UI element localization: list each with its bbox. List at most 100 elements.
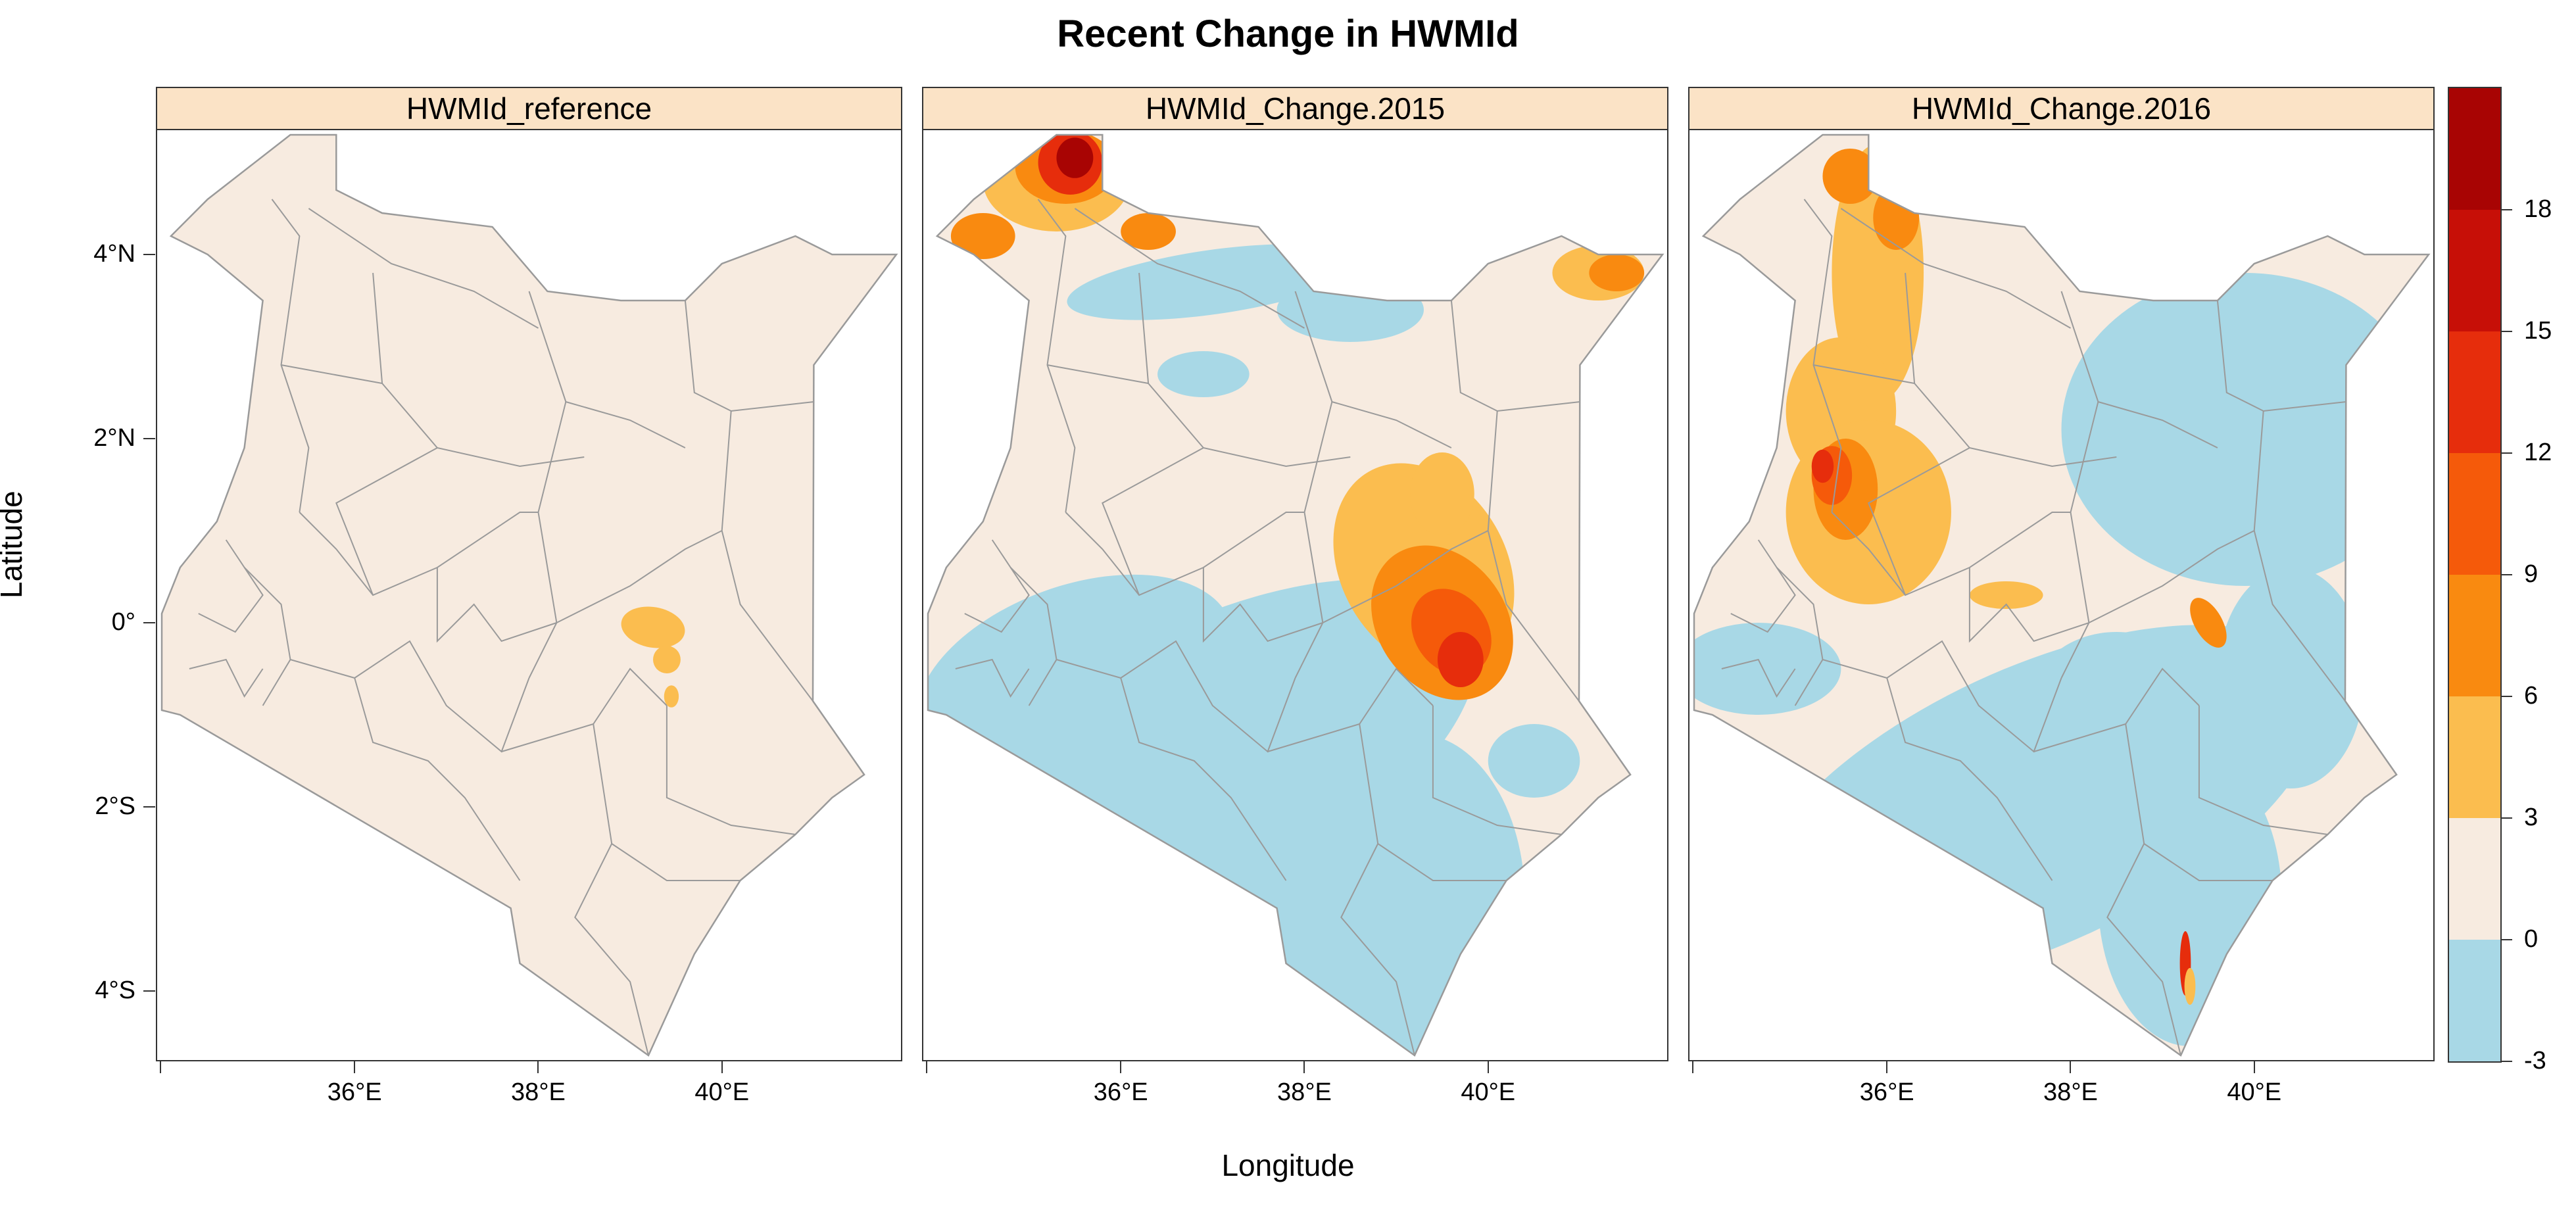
- county-boundary: [2106, 843, 2181, 1056]
- county-boundary: [1102, 447, 1204, 596]
- legend-tick: [2500, 452, 2512, 454]
- legend-swatch: [2449, 940, 2500, 1061]
- county-boundary: [189, 658, 264, 698]
- map-plot: [1688, 129, 2435, 1061]
- x-tick-label: 38°E: [1277, 1078, 1332, 1106]
- x-tick: [2070, 1061, 2072, 1073]
- county-boundary: [1065, 512, 1305, 596]
- county-boundary: [721, 410, 814, 702]
- value-region: [1276, 278, 1424, 342]
- figure-title: Recent Change in HWMId: [1057, 12, 1519, 55]
- country-outline: [1693, 133, 2431, 1057]
- x-axis-label: Longitude: [1221, 1148, 1355, 1182]
- y-tick: [143, 622, 155, 623]
- county-boundary: [1074, 208, 1305, 329]
- kenya-map: [927, 133, 1665, 1057]
- legend-tick: [2500, 817, 2512, 819]
- county-boundary: [593, 723, 741, 881]
- county-boundary: [2033, 667, 2200, 752]
- county-boundary: [2060, 291, 2218, 448]
- county-boundary: [1822, 640, 2062, 753]
- county-boundary: [955, 658, 1030, 698]
- legend-label: 0: [2524, 925, 2539, 953]
- map-plot: [156, 129, 902, 1061]
- legend-tick: [2500, 1061, 2512, 1062]
- county-boundary: [2125, 723, 2273, 881]
- x-tick-label: 38°E: [2043, 1078, 2098, 1106]
- county-boundary: [1730, 539, 1796, 633]
- legend-swatch: [2449, 696, 2500, 818]
- country-fill: [162, 135, 896, 1055]
- value-region: [1410, 452, 1474, 535]
- y-tick: [143, 438, 155, 439]
- county-boundary: [1138, 272, 1351, 468]
- x-tick-label: 36°E: [327, 1078, 382, 1106]
- value-region: [2217, 568, 2365, 788]
- county-boundary: [1294, 401, 1333, 679]
- county-boundary: [1322, 530, 1489, 623]
- x-tick: [1886, 1061, 1888, 1073]
- value-region: [1969, 581, 2043, 609]
- county-boundary: [1047, 364, 1149, 384]
- county-boundary: [2060, 401, 2099, 679]
- legend-tick: [2500, 331, 2512, 332]
- county-boundary: [684, 300, 814, 412]
- x-tick: [926, 1061, 927, 1073]
- county-boundary: [198, 539, 264, 633]
- y-tick: [143, 990, 155, 992]
- value-region: [1437, 632, 1484, 687]
- county-boundary: [1968, 568, 2089, 643]
- county-boundary: [2216, 300, 2346, 412]
- y-tick-label: 2°N: [93, 424, 135, 452]
- x-tick: [1692, 1061, 1693, 1073]
- county-boundary: [281, 364, 383, 384]
- y-tick-label: 4°S: [95, 977, 135, 1004]
- legend-tick: [2500, 574, 2512, 575]
- panel-title: HWMId_Change.2015: [922, 87, 1668, 130]
- county-boundary: [1120, 677, 1287, 881]
- kenya-map: [160, 133, 898, 1057]
- y-tick-label: 4°N: [93, 240, 135, 268]
- county-boundary: [666, 706, 796, 835]
- legend-label: 12: [2524, 439, 2552, 466]
- x-tick: [721, 1061, 723, 1073]
- value-region: [1157, 351, 1250, 397]
- legend-swatch: [2449, 575, 2500, 696]
- county-boundary: [1359, 723, 1507, 881]
- county-boundary: [2088, 530, 2255, 623]
- legend-swatch: [2449, 818, 2500, 940]
- legend-label: 18: [2524, 195, 2552, 223]
- legend-swatch: [2449, 210, 2500, 331]
- y-tick: [143, 806, 155, 808]
- value-region: [1694, 623, 1841, 715]
- legend-label: 3: [2524, 804, 2539, 831]
- panel-title: HWMId_reference: [156, 87, 902, 130]
- legend-label: 9: [2524, 560, 2539, 588]
- county-boundary: [1450, 300, 1580, 412]
- legend-label: 6: [2524, 682, 2539, 710]
- legend-swatch: [2449, 88, 2500, 210]
- value-region: [2033, 632, 2199, 761]
- value-region: [1488, 724, 1580, 798]
- county-boundary: [1776, 567, 1824, 706]
- panel-change2015: HWMId_Change.2015: [922, 87, 1668, 1061]
- legend-label: 15: [2524, 317, 2552, 345]
- county-boundary: [964, 539, 1030, 633]
- county-boundary: [528, 291, 686, 448]
- county-boundary: [1886, 677, 2053, 881]
- legend-tick: [2500, 939, 2512, 940]
- y-axis-label: Latitude: [0, 491, 28, 598]
- value-region: [621, 606, 685, 648]
- x-tick: [1487, 1061, 1489, 1073]
- x-tick-label: 36°E: [1093, 1078, 1148, 1106]
- county-boundary: [556, 530, 723, 623]
- value-region: [950, 213, 1015, 259]
- county-boundary: [1813, 364, 1915, 384]
- county-boundary: [308, 208, 539, 329]
- y-tick-label: 0°: [111, 608, 135, 636]
- county-boundary: [1009, 567, 1057, 706]
- value-region: [1589, 254, 1645, 291]
- x-tick-label: 36°E: [1859, 1078, 1914, 1106]
- county-boundary: [1721, 658, 1796, 698]
- value-region: [1121, 213, 1176, 250]
